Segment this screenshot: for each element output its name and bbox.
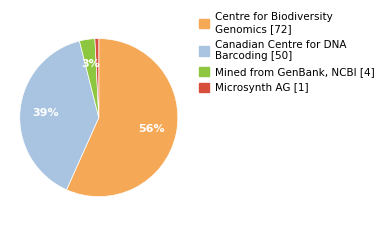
Text: 3%: 3% [81,60,100,69]
Wedge shape [79,39,99,118]
Wedge shape [66,39,178,197]
Legend: Centre for Biodiversity
Genomics [72], Canadian Centre for DNA
Barcoding [50], M: Centre for Biodiversity Genomics [72], C… [199,12,374,93]
Text: 56%: 56% [138,124,165,134]
Text: 39%: 39% [32,108,59,118]
Wedge shape [95,39,99,118]
Wedge shape [20,41,99,190]
